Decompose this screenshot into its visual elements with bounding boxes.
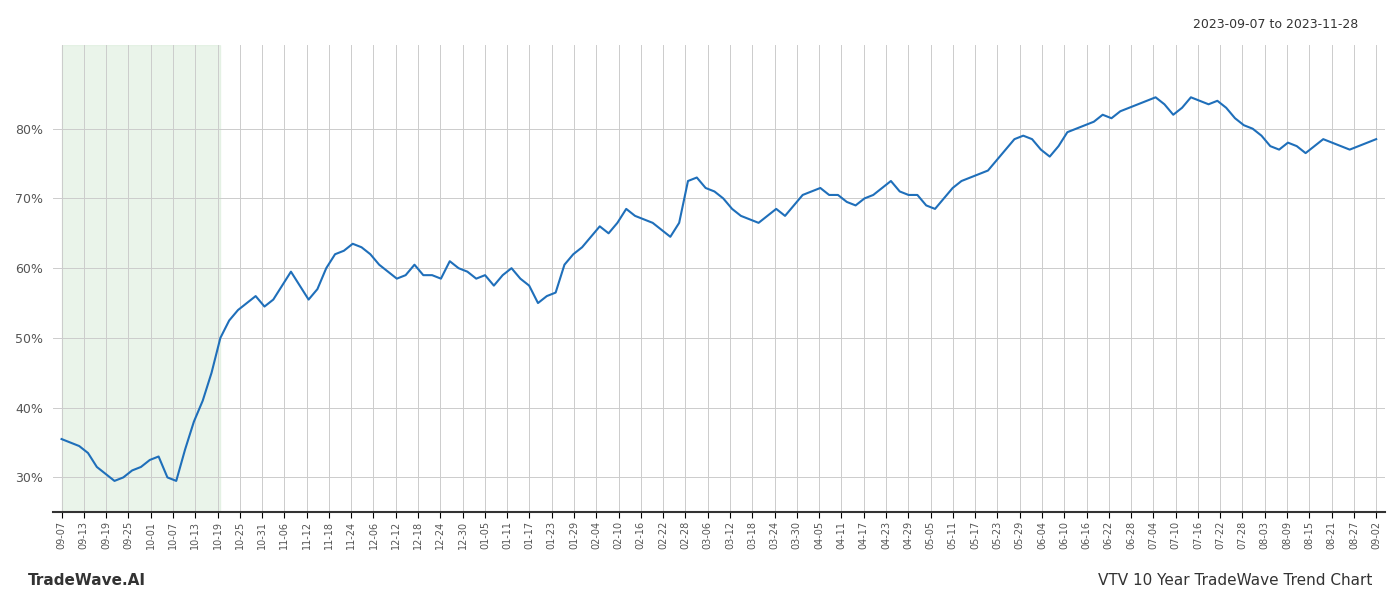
Text: VTV 10 Year TradeWave Trend Chart: VTV 10 Year TradeWave Trend Chart bbox=[1098, 573, 1372, 588]
Text: TradeWave.AI: TradeWave.AI bbox=[28, 573, 146, 588]
Text: 2023-09-07 to 2023-11-28: 2023-09-07 to 2023-11-28 bbox=[1193, 18, 1358, 31]
Bar bbox=[62, 45, 220, 512]
